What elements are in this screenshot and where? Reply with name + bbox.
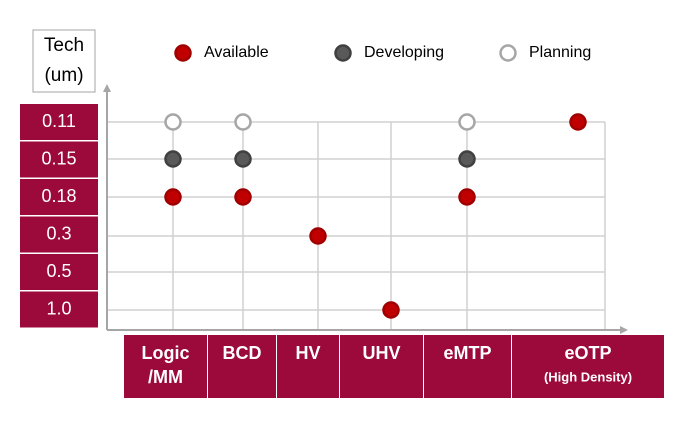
- status-dot: [458, 113, 476, 131]
- status-dot: [382, 301, 400, 319]
- row-label: 1.0: [46, 298, 71, 318]
- row-label: 0.5: [46, 261, 71, 281]
- row-label-box: [20, 104, 98, 140]
- row-label-box: [20, 291, 98, 328]
- column-label-box: [124, 335, 207, 398]
- status-dot: [309, 227, 327, 245]
- axis-title-box: [32, 29, 96, 93]
- row-label-box: [20, 216, 98, 253]
- status-dot: [164, 150, 182, 168]
- column-sublabel: (High Density): [544, 369, 632, 384]
- row-label: 0.11: [42, 111, 76, 131]
- column-label-box: [208, 335, 276, 398]
- legend-marker: [499, 44, 517, 62]
- column-label: HV: [295, 343, 320, 363]
- legend-marker: [334, 44, 352, 62]
- status-dot: [234, 188, 252, 206]
- row-label-box: [20, 141, 98, 178]
- column-label: Logic: [142, 343, 190, 363]
- column-label-box: [512, 335, 664, 398]
- legend-label: Available: [204, 44, 269, 61]
- status-dot: [164, 188, 182, 206]
- status-dot: [234, 113, 252, 131]
- column-label: BCD: [223, 343, 262, 363]
- legend-label: Developing: [364, 44, 444, 61]
- column-label-box: [277, 335, 339, 398]
- column-label-box: [340, 335, 423, 398]
- row-label: 0.3: [46, 223, 71, 243]
- row-label-box: [20, 179, 98, 215]
- axis-title: (um): [44, 65, 83, 86]
- row-label: 0.18: [41, 186, 76, 206]
- status-dot: [569, 113, 587, 131]
- column-label: eOTP: [564, 343, 611, 363]
- status-dot: [234, 150, 252, 168]
- status-dot: [458, 188, 476, 206]
- row-label-box: [20, 254, 98, 290]
- column-label-box: [424, 335, 511, 398]
- column-label: eMTP: [443, 343, 491, 363]
- status-dot: [458, 150, 476, 168]
- column-label: UHV: [362, 343, 400, 363]
- column-label: /MM: [148, 367, 183, 387]
- legend-marker: [174, 44, 192, 62]
- legend-label: Planning: [529, 44, 591, 61]
- axis-title: Tech: [44, 35, 84, 56]
- status-dot: [164, 113, 182, 131]
- row-label: 0.15: [41, 148, 76, 168]
